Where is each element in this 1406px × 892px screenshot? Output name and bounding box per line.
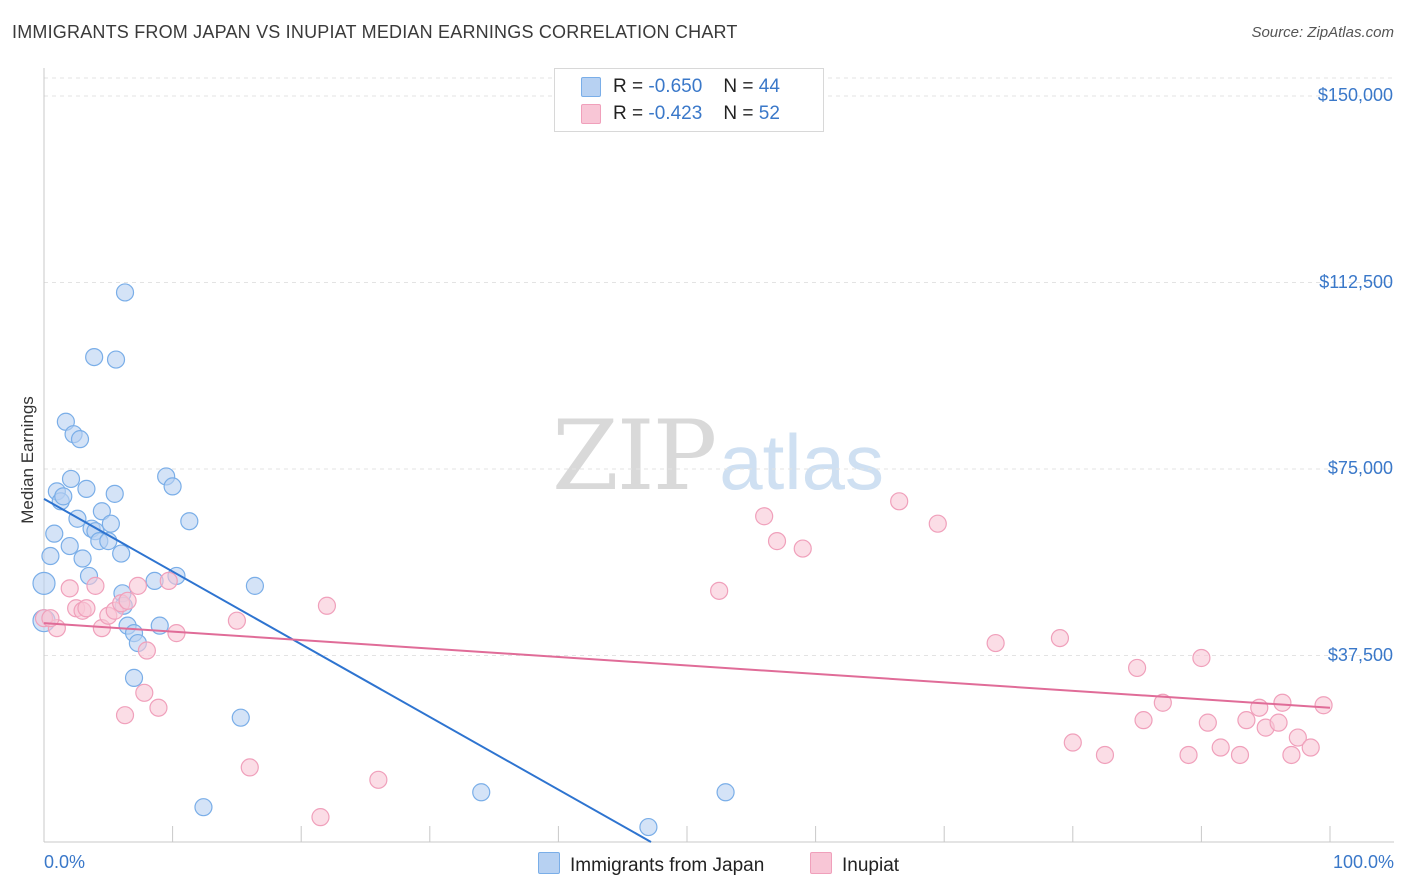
point-japan xyxy=(180,512,199,531)
point-japan xyxy=(639,817,658,837)
point-inupiat xyxy=(159,571,178,591)
legend-n-label: N = xyxy=(723,103,754,124)
y-tick-label: $75,000 xyxy=(1327,458,1393,478)
point-inupiat xyxy=(1063,733,1082,752)
y-tick-label: $112,500 xyxy=(1319,271,1393,292)
point-inupiat xyxy=(118,591,137,610)
point-japan xyxy=(85,348,104,367)
point-japan xyxy=(472,783,491,802)
point-inupiat xyxy=(128,576,147,595)
x-tick-label: 0.0% xyxy=(44,852,86,872)
trend-line-japan xyxy=(43,497,652,843)
point-inupiat xyxy=(1230,745,1250,765)
point-japan xyxy=(45,524,64,543)
point-japan xyxy=(112,544,131,563)
bottom-legend-label-japan: Immigrants from Japan xyxy=(570,855,765,876)
point-inupiat xyxy=(755,507,774,526)
point-japan xyxy=(54,487,73,506)
x-tick-label: 100.0% xyxy=(1332,852,1394,872)
point-inupiat xyxy=(369,770,388,789)
bottom-legend-japan: Immigrants from Japan xyxy=(538,852,764,877)
point-inupiat xyxy=(311,808,330,827)
point-inupiat xyxy=(767,532,787,551)
y-tick-label: $37,500 xyxy=(1327,644,1393,665)
legend-n-label: N = xyxy=(723,76,754,97)
point-inupiat xyxy=(86,576,105,595)
point-inupiat xyxy=(1288,728,1307,747)
point-inupiat xyxy=(227,611,246,630)
point-inupiat xyxy=(1179,745,1198,765)
point-inupiat xyxy=(77,599,96,618)
bottom-legend-swatch-inupiat xyxy=(810,852,832,874)
point-inupiat xyxy=(1050,628,1070,648)
point-japan xyxy=(163,477,182,496)
legend-swatch-japan xyxy=(581,77,601,97)
point-inupiat xyxy=(1273,693,1292,712)
watermark-atlas: atlas xyxy=(719,418,884,506)
point-japan xyxy=(32,571,56,595)
point-japan xyxy=(41,546,60,566)
point-japan xyxy=(105,484,124,503)
point-inupiat xyxy=(60,579,79,598)
bottom-legend-label-inupiat: Inupiat xyxy=(842,855,900,876)
point-inupiat xyxy=(135,683,154,702)
point-inupiat xyxy=(149,698,168,717)
legend-r-value-inupiat: -0.423 xyxy=(648,103,703,124)
correlation-legend: R = -0.650 N = 44 R = -0.423 N = 52 xyxy=(554,68,824,132)
point-inupiat xyxy=(793,539,812,558)
point-inupiat xyxy=(890,492,909,511)
point-inupiat xyxy=(1237,711,1256,730)
watermark: ZIPatlas xyxy=(552,400,884,512)
point-inupiat xyxy=(137,641,156,660)
point-inupiat xyxy=(1198,713,1217,732)
point-japan xyxy=(61,469,81,489)
trend-line-inupiat xyxy=(43,622,1331,709)
point-inupiat xyxy=(240,758,259,777)
chart-source: Source: ZipAtlas.com xyxy=(1251,24,1394,41)
bottom-legend-swatch-japan xyxy=(538,852,560,874)
point-inupiat xyxy=(1301,738,1320,757)
point-inupiat xyxy=(1153,693,1172,712)
point-inupiat xyxy=(710,581,729,600)
point-japan xyxy=(124,668,144,687)
bottom-legend-inupiat: Inupiat xyxy=(810,852,899,877)
legend-n-value-japan: 44 xyxy=(758,76,780,97)
y-tick-label: $150,000 xyxy=(1317,85,1393,105)
point-japan xyxy=(106,350,126,369)
legend-n-value-inupiat: 52 xyxy=(758,103,780,124)
point-inupiat xyxy=(1269,713,1288,732)
point-inupiat xyxy=(115,706,135,725)
point-inupiat xyxy=(1192,648,1211,668)
point-japan xyxy=(194,798,213,817)
point-inupiat xyxy=(1282,745,1301,765)
legend-swatch-inupiat xyxy=(581,104,601,124)
point-inupiat xyxy=(1211,738,1230,757)
point-inupiat xyxy=(1134,711,1153,730)
point-inupiat xyxy=(317,596,337,615)
point-inupiat xyxy=(1095,745,1115,765)
point-japan xyxy=(70,430,90,449)
watermark-zip: ZIP xyxy=(552,400,717,512)
point-inupiat xyxy=(986,633,1005,653)
legend-r-label: R = xyxy=(613,76,644,97)
point-japan xyxy=(60,536,79,556)
chart-title: IMMIGRANTS FROM JAPAN VS INUPIAT MEDIAN … xyxy=(12,22,738,42)
point-inupiat xyxy=(1127,658,1147,678)
point-inupiat xyxy=(1314,696,1333,715)
point-japan xyxy=(245,576,265,595)
point-japan xyxy=(231,708,250,727)
point-japan xyxy=(101,514,120,533)
point-japan xyxy=(716,783,735,802)
legend-r-label: R = xyxy=(613,103,644,124)
point-japan xyxy=(77,479,96,498)
point-inupiat xyxy=(928,514,947,533)
legend-r-value-japan: -0.650 xyxy=(648,76,703,97)
point-japan xyxy=(92,502,111,521)
point-japan xyxy=(115,283,135,302)
point-japan xyxy=(73,549,92,568)
